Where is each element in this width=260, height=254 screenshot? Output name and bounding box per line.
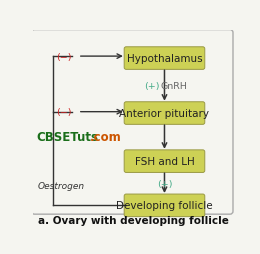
Text: Hypothalamus: Hypothalamus bbox=[127, 54, 202, 64]
Text: GnRH: GnRH bbox=[160, 82, 187, 91]
Text: Developing follicle: Developing follicle bbox=[116, 201, 213, 211]
Text: Oestrogen: Oestrogen bbox=[37, 182, 84, 190]
Text: (−): (−) bbox=[56, 52, 72, 61]
FancyBboxPatch shape bbox=[124, 194, 205, 217]
FancyBboxPatch shape bbox=[124, 150, 205, 173]
Text: a. Ovary with developing follicle: a. Ovary with developing follicle bbox=[38, 215, 229, 225]
FancyBboxPatch shape bbox=[124, 47, 205, 70]
Text: (+): (+) bbox=[144, 82, 159, 91]
Text: CBSETuts: CBSETuts bbox=[36, 131, 99, 144]
Text: (+): (+) bbox=[157, 179, 172, 188]
FancyBboxPatch shape bbox=[124, 102, 205, 125]
FancyBboxPatch shape bbox=[31, 30, 233, 214]
Text: FSH and LH: FSH and LH bbox=[135, 156, 194, 167]
Text: Anterior pituitary: Anterior pituitary bbox=[120, 109, 210, 119]
Text: .com: .com bbox=[90, 131, 122, 144]
Text: (−): (−) bbox=[56, 108, 72, 117]
